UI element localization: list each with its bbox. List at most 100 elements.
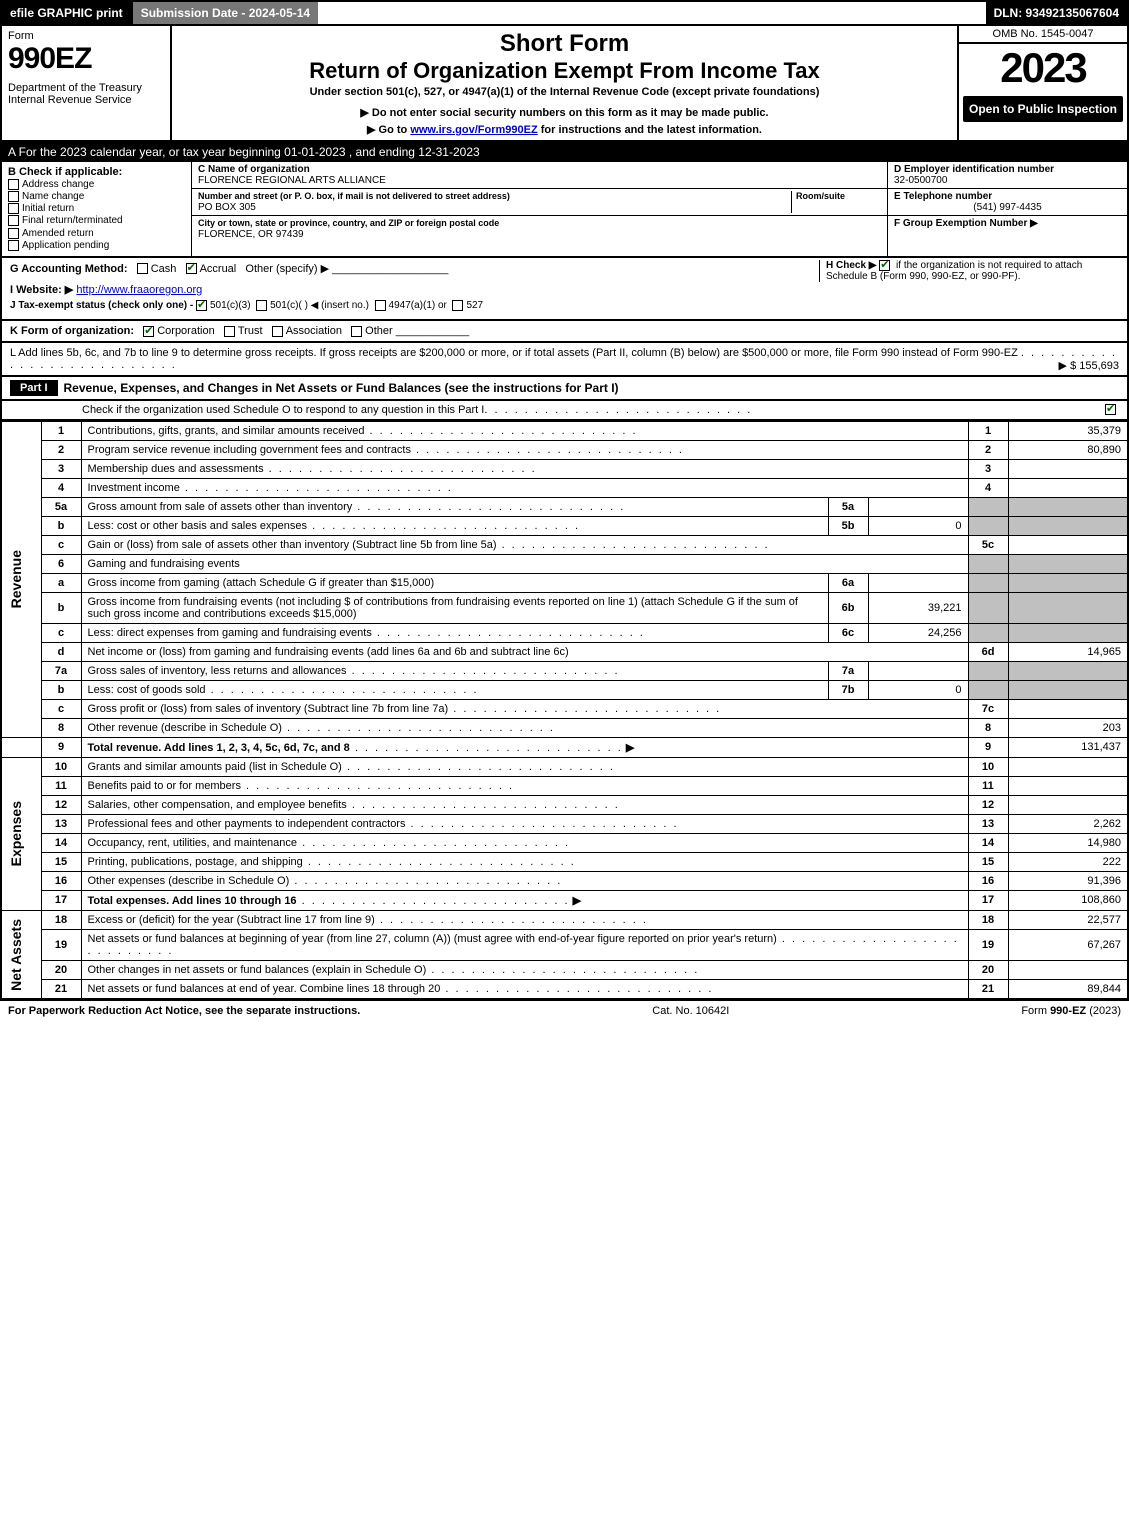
chk-application-pending[interactable]: Application pending	[8, 240, 185, 251]
h-box: H Check ▶ if the organization is not req…	[819, 260, 1119, 282]
grp-label: F Group Exemption Number ▶	[894, 218, 1038, 229]
section-g-to-l: H Check ▶ if the organization is not req…	[0, 258, 1129, 321]
table-row: 13Professional fees and other payments t…	[1, 814, 1128, 833]
expenses-side: Expenses	[8, 801, 24, 866]
addr-cell: Number and street (or P. O. box, if mail…	[192, 189, 887, 216]
chk-initial-return[interactable]: Initial return	[8, 203, 185, 214]
chk-name-change[interactable]: Name change	[8, 191, 185, 202]
grp-cell: F Group Exemption Number ▶	[888, 216, 1127, 231]
k-assoc-chk[interactable]	[272, 326, 283, 337]
room-label: Room/suite	[796, 191, 845, 201]
table-row: 19Net assets or fund balances at beginni…	[1, 929, 1128, 960]
k-corp: Corporation	[157, 325, 214, 337]
l-text: L Add lines 5b, 6c, and 7b to line 9 to …	[10, 347, 1018, 359]
part1-label: Part I	[10, 380, 58, 396]
j-501c: 501(c)( ) ◀ (insert no.)	[270, 300, 369, 311]
form-number: 990EZ	[8, 42, 164, 76]
col-c: C Name of organization FLORENCE REGIONAL…	[192, 162, 887, 256]
g-cash-chk[interactable]	[137, 263, 148, 274]
city-value: FLORENCE, OR 97439	[198, 229, 304, 240]
addr-value: PO BOX 305	[198, 202, 256, 213]
header-left: Form 990EZ Department of the Treasury In…	[2, 26, 172, 140]
table-row: Revenue 1Contributions, gifts, grants, a…	[1, 421, 1128, 440]
k-assoc: Association	[286, 325, 342, 337]
table-row: 6Gaming and fundraising events	[1, 554, 1128, 573]
k-trust-chk[interactable]	[224, 326, 235, 337]
table-row: Net Assets 18Excess or (deficit) for the…	[1, 910, 1128, 929]
table-row: 15Printing, publications, postage, and s…	[1, 852, 1128, 871]
header-mid: Short Form Return of Organization Exempt…	[172, 26, 957, 140]
org-name: FLORENCE REGIONAL ARTS ALLIANCE	[198, 175, 386, 186]
table-row: dNet income or (loss) from gaming and fu…	[1, 642, 1128, 661]
submission-date: Submission Date - 2024-05-14	[131, 2, 318, 24]
row-a-period: A For the 2023 calendar year, or tax yea…	[0, 142, 1129, 162]
table-row: 14Occupancy, rent, utilities, and mainte…	[1, 833, 1128, 852]
chk-amended-return[interactable]: Amended return	[8, 228, 185, 239]
open-public-badge: Open to Public Inspection	[963, 96, 1123, 122]
footer-left: For Paperwork Reduction Act Notice, see …	[8, 1005, 360, 1017]
part1-header: Part I Revenue, Expenses, and Changes in…	[0, 377, 1129, 401]
part1-checkbox[interactable]	[1105, 404, 1116, 415]
l-amount: ▶ $ 155,693	[1059, 359, 1119, 372]
table-row: 16Other expenses (describe in Schedule O…	[1, 871, 1128, 890]
i-label: I Website: ▶	[10, 284, 73, 296]
g-accrual-chk[interactable]	[186, 263, 197, 274]
instr2-pre: ▶ Go to	[367, 124, 410, 136]
col-b-label: B Check if applicable:	[8, 166, 185, 178]
g-other: Other (specify) ▶	[245, 263, 329, 275]
tel-cell: E Telephone number (541) 997-4435	[888, 189, 1127, 216]
table-row: 21Net assets or fund balances at end of …	[1, 979, 1128, 999]
g-cash: Cash	[151, 263, 177, 275]
table-row: cLess: direct expenses from gaming and f…	[1, 623, 1128, 642]
j-4947: 4947(a)(1) or	[389, 300, 447, 311]
footer: For Paperwork Reduction Act Notice, see …	[0, 1000, 1129, 1021]
k-other-chk[interactable]	[351, 326, 362, 337]
lines-table: Revenue 1Contributions, gifts, grants, a…	[0, 421, 1129, 1000]
row-l: L Add lines 5b, 6c, and 7b to line 9 to …	[0, 343, 1129, 377]
table-row: 20Other changes in net assets or fund ba…	[1, 960, 1128, 979]
h-label: H Check ▶	[826, 260, 879, 271]
dln-label: DLN: 93492135067604	[986, 2, 1127, 24]
tax-year: 2023	[959, 44, 1127, 92]
table-row: 8Other revenue (describe in Schedule O)8…	[1, 718, 1128, 737]
j-527: 527	[466, 300, 483, 311]
part1-title: Revenue, Expenses, and Changes in Net As…	[64, 381, 619, 395]
form-word: Form	[8, 30, 164, 42]
irs-link[interactable]: www.irs.gov/Form990EZ	[410, 124, 537, 136]
table-row: 5aGross amount from sale of assets other…	[1, 497, 1128, 516]
j-501c3-chk[interactable]	[196, 300, 207, 311]
k-trust: Trust	[238, 325, 263, 337]
revenue-side: Revenue	[8, 550, 24, 608]
table-row: 7aGross sales of inventory, less returns…	[1, 661, 1128, 680]
form-title: Return of Organization Exempt From Incom…	[182, 58, 947, 84]
part1-check-text: Check if the organization used Schedule …	[82, 404, 484, 416]
website-link[interactable]: http://www.fraaoregon.org	[76, 284, 202, 296]
org-name-cell: C Name of organization FLORENCE REGIONAL…	[192, 162, 887, 189]
h-checkbox[interactable]	[879, 260, 890, 271]
j-501c3: 501(c)(3)	[210, 300, 251, 311]
omb-number: OMB No. 1545-0047	[959, 26, 1127, 44]
j-4947-chk[interactable]	[375, 300, 386, 311]
table-row: 12Salaries, other compensation, and empl…	[1, 795, 1128, 814]
table-row: 4Investment income4	[1, 478, 1128, 497]
chk-address-change[interactable]: Address change	[8, 179, 185, 190]
footer-right: Form 990-EZ (2023)	[1021, 1005, 1121, 1017]
table-row: cGain or (loss) from sale of assets othe…	[1, 535, 1128, 554]
instruction-1: ▶ Do not enter social security numbers o…	[182, 106, 947, 119]
j-527-chk[interactable]	[452, 300, 463, 311]
addr-label: Number and street (or P. O. box, if mail…	[198, 191, 510, 201]
ein-value: 32-0500700	[894, 175, 947, 186]
footer-mid: Cat. No. 10642I	[652, 1005, 729, 1017]
city-cell: City or town, state or province, country…	[192, 216, 887, 242]
netassets-side: Net Assets	[8, 919, 24, 991]
j-501c-chk[interactable]	[256, 300, 267, 311]
table-row: 3Membership dues and assessments3	[1, 459, 1128, 478]
header-right: OMB No. 1545-0047 2023 Open to Public In…	[957, 26, 1127, 140]
k-corp-chk[interactable]	[143, 326, 154, 337]
table-row: bGross income from fundraising events (n…	[1, 592, 1128, 623]
top-bar: efile GRAPHIC print Submission Date - 20…	[0, 0, 1129, 26]
tel-value: (541) 997-4435	[894, 202, 1121, 213]
table-row: 17Total expenses. Add lines 10 through 1…	[1, 890, 1128, 910]
chk-final-return[interactable]: Final return/terminated	[8, 215, 185, 226]
efile-label[interactable]: efile GRAPHIC print	[2, 2, 131, 24]
